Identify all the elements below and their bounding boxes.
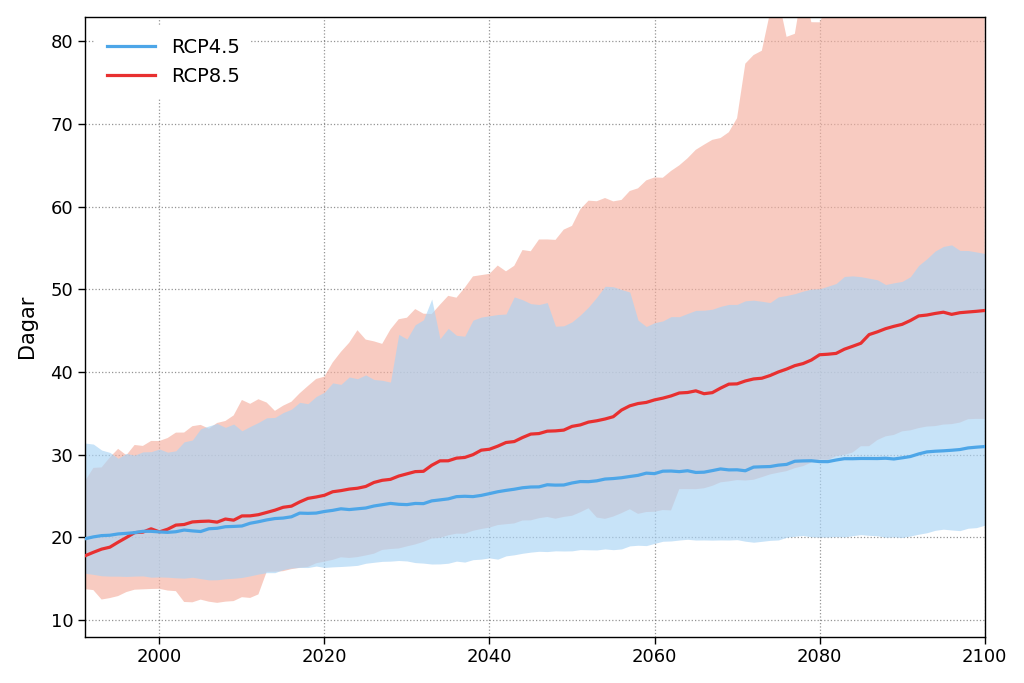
Legend: RCP4.5, RCP8.5: RCP4.5, RCP8.5 bbox=[95, 27, 251, 98]
Y-axis label: Dagar: Dagar bbox=[16, 295, 37, 359]
